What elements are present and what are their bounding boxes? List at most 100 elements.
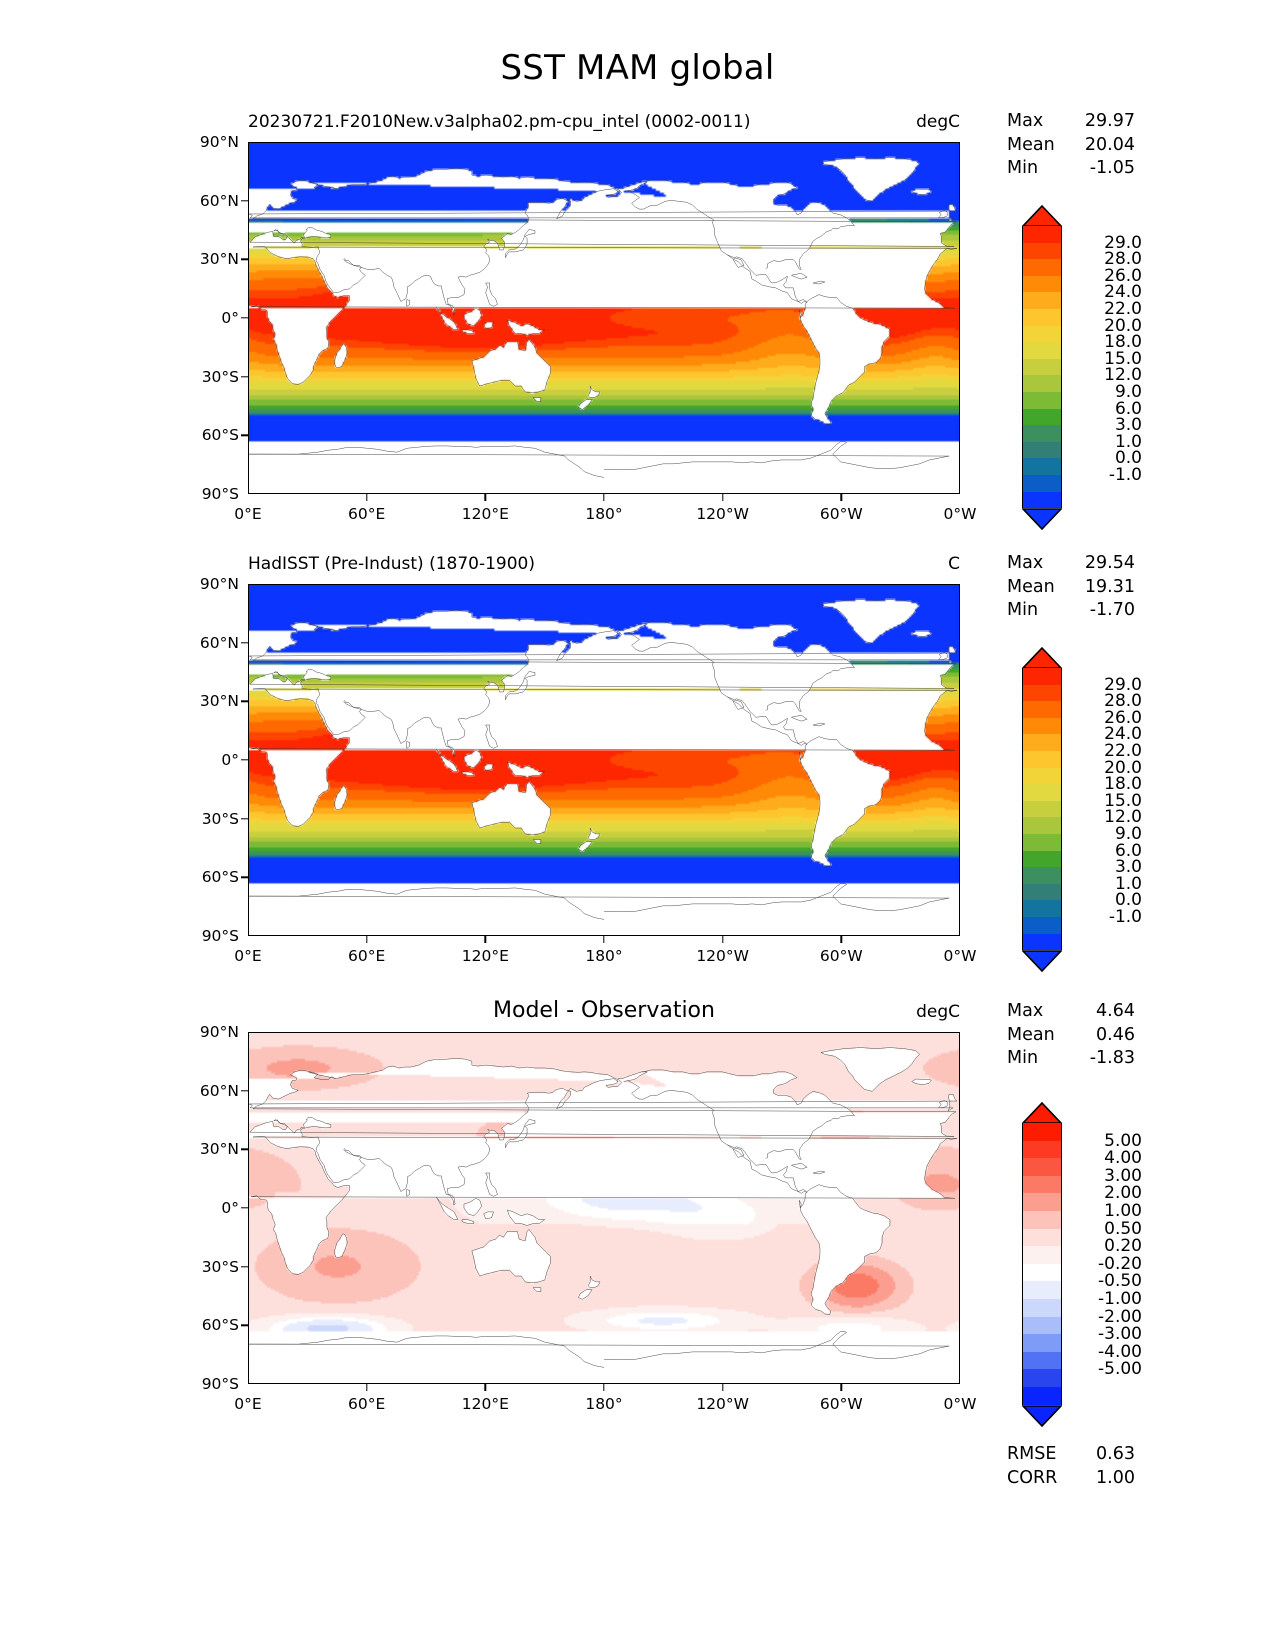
stat-row-max: Max 29.54 — [1007, 552, 1135, 576]
colorbar-tick-label: 9.0 — [1114, 824, 1142, 844]
map-plot-area: 90°N 60°N 30°N 0° 30°S 60°S 90°S 0°E 60°E 120°E 18… — [200, 133, 977, 523]
colorbar-tick-label: 29.0 — [1104, 232, 1142, 253]
stat-row-mean: Mean 0.46 — [1007, 1024, 1135, 1048]
colorbar-tick-label: 3.00 — [1104, 1165, 1142, 1186]
colorbar-tick-label: -2.00 — [1098, 1306, 1142, 1327]
stat-row-max: Max 4.64 — [1007, 1000, 1135, 1024]
colorbar-gradient — [1022, 226, 1062, 509]
lon-tick-label: 60°W — [819, 947, 863, 965]
lon-tick-mark — [840, 936, 843, 943]
colorbar-bottom-arrow — [1022, 950, 1062, 973]
colorbar-tick-label: 3.0 — [1114, 415, 1142, 436]
lon-tick-label: 180° — [585, 505, 623, 523]
colorbar-tick-label: 26.0 — [1104, 707, 1142, 728]
lat-tick-label: 60°S — [201, 868, 239, 887]
colorbar-tick-label: 22.0 — [1104, 741, 1142, 761]
stat-value-max: 4.64 — [1096, 1001, 1135, 1021]
colorbar-band — [1022, 1298, 1062, 1317]
colorbar-tick-label: 18.0 — [1104, 332, 1142, 353]
colorbar-band — [1022, 1334, 1062, 1352]
colorbar-band — [1022, 916, 1062, 934]
panel-units-label: degC — [916, 1002, 960, 1022]
colorbar-band — [1022, 275, 1062, 293]
panel-units-label: degC — [916, 112, 960, 132]
lon-tick-label: 60°E — [348, 1395, 386, 1413]
lat-tick-mark — [241, 817, 248, 820]
colorbar-band — [1022, 1281, 1062, 1299]
colorbar-tick-label: -1.0 — [1108, 907, 1142, 927]
colorbar-band — [1022, 375, 1062, 392]
map-frame — [248, 1032, 960, 1384]
colorbar-tick-label: 15.0 — [1104, 790, 1142, 811]
lat-tick-label: 60°S — [201, 1316, 239, 1335]
colorbar-tick-label: 26.0 — [1104, 265, 1142, 286]
colorbar-tick-label: -1.0 — [1108, 465, 1142, 485]
lon-tick-label: 120°E — [461, 1395, 509, 1413]
lon-tick-label: 180° — [585, 1395, 623, 1413]
lat-tick-label: 90°S — [201, 485, 239, 503]
stat-value-corr: 1.00 — [1096, 1467, 1135, 1488]
map-plot-area: 90°N 60°N 30°N 0° 30°S 60°S 90°S 0°E 60°E 120°E 18… — [200, 1023, 977, 1413]
lat-tick-label: 30°S — [201, 367, 239, 386]
lat-tick-label: 0° — [221, 1199, 239, 1217]
colorbar-band — [1022, 833, 1062, 851]
stat-value-max: 29.97 — [1084, 111, 1135, 131]
lon-tick-label: 0°E — [234, 1395, 262, 1413]
lon-tick-label: 120°W — [696, 1395, 749, 1413]
lat-tick-mark — [241, 876, 248, 879]
colorbar-tick-label: -0.20 — [1098, 1253, 1142, 1274]
map-frame — [248, 142, 960, 494]
lon-tick-mark — [603, 494, 605, 501]
lon-tick-mark — [721, 936, 724, 943]
colorbar-band — [1022, 408, 1062, 426]
lat-tick-label: 90°S — [201, 927, 239, 945]
colorbar-band — [1022, 1175, 1062, 1194]
lat-tick-mark — [241, 759, 248, 761]
colorbar-tick-label: 20.0 — [1104, 315, 1142, 336]
lat-tick-label: 60°N — [199, 633, 239, 652]
lon-tick-label: 60°E — [348, 505, 386, 523]
colorbar-band — [1022, 883, 1062, 901]
colorbar-band — [1022, 1193, 1062, 1211]
stat-value-min: -1.83 — [1089, 1048, 1135, 1068]
colorbar-tick-label: 1.00 — [1104, 1201, 1142, 1221]
stat-label-max: Max — [1007, 111, 1044, 131]
colorbar-tick-label: 2.00 — [1104, 1183, 1142, 1204]
colorbar-band — [1022, 226, 1062, 243]
colorbar-band — [1022, 933, 1062, 951]
colorbar-band — [1022, 1123, 1062, 1141]
colorbar-band — [1022, 817, 1062, 834]
lat-tick-label: 30°S — [201, 809, 239, 828]
colorbar-tick-label: 0.0 — [1114, 890, 1142, 911]
panel-difference: Model - Observation degC 90°N 60°N 30°N 0° 30°… — [0, 998, 1275, 1488]
figure-title: SST MAM global — [500, 48, 775, 88]
colorbar-tick-label: -1.00 — [1098, 1289, 1142, 1309]
panel-units-label: C — [948, 554, 960, 574]
colorbar-band — [1022, 242, 1062, 260]
lon-tick-mark — [721, 1384, 724, 1391]
stat-label-corr: CORR — [1007, 1467, 1058, 1488]
lon-tick-label: 120°E — [461, 947, 509, 965]
colorbar-band — [1022, 734, 1062, 751]
colorbar-top-arrow — [1022, 205, 1062, 227]
colorbar-tick-label: 28.0 — [1104, 249, 1142, 270]
colorbar-tick-label: 15.0 — [1104, 348, 1142, 369]
lon-tick-label: 120°W — [696, 947, 749, 965]
colorbar-band — [1022, 717, 1062, 735]
stat-row-corr: CORR 1.00 — [1007, 1466, 1135, 1490]
colorbar-tick-label: -4.00 — [1098, 1341, 1142, 1362]
colorbar-tick-label: 1.0 — [1114, 873, 1142, 894]
lat-tick-mark — [241, 1207, 248, 1209]
colorbar-band — [1022, 800, 1062, 818]
colorbar-band — [1022, 358, 1062, 376]
colorbar-band — [1022, 668, 1062, 685]
colorbar-tick-label: 24.0 — [1104, 282, 1142, 303]
lat-tick-label: 60°S — [201, 426, 239, 445]
colorbar-bottom-arrow — [1022, 1404, 1062, 1427]
colorbar-tick-label: 0.0 — [1114, 448, 1142, 469]
sst-contour-raster — [249, 1033, 959, 1383]
colorbar-band — [1022, 342, 1062, 359]
panel-stats: Max 4.64 Mean 0.46 Min -1.83 — [1007, 1000, 1135, 1071]
stat-value-min: -1.70 — [1089, 600, 1135, 620]
lon-tick-label: 0°E — [234, 505, 262, 523]
